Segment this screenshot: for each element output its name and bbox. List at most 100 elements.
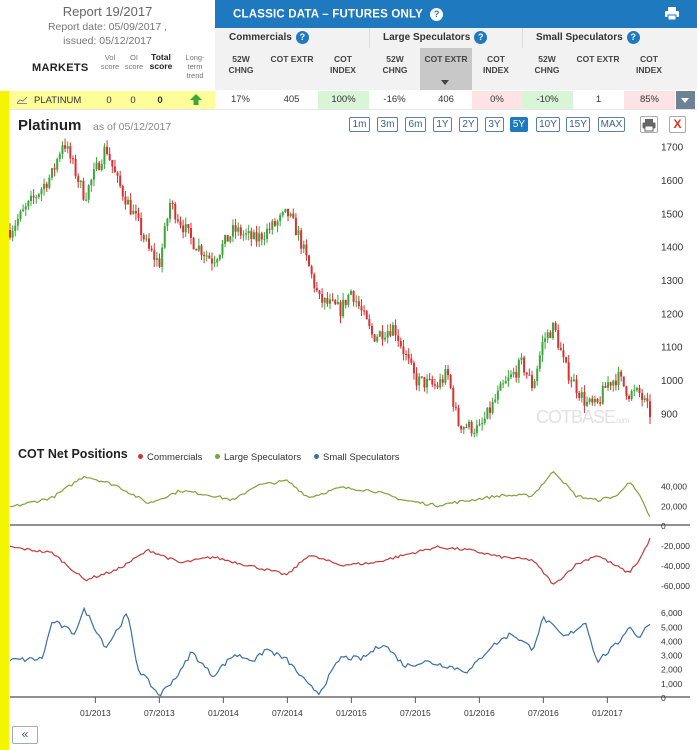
print-chart-button[interactable] — [640, 116, 658, 133]
price-candle — [58, 154, 61, 159]
price-candle — [601, 385, 604, 404]
large-spec-cot-index-header[interactable]: COT INDEX — [483, 54, 509, 75]
report-date: Report date: 05/09/2017 , — [47, 21, 168, 33]
price-candle — [273, 221, 276, 226]
x-axis-tick: 07/2013 — [144, 708, 175, 718]
price-candle — [155, 258, 158, 260]
small-spec-52w-chng-header[interactable]: 52W CHNG — [534, 54, 560, 75]
price-candle — [499, 383, 502, 391]
sub-header-row: 52W CHNG COT EXTR COT INDEX 52W CHNG COT… — [215, 48, 697, 90]
price-candle — [231, 225, 234, 237]
price-candle — [208, 255, 211, 259]
price-candle — [234, 225, 237, 232]
legend-item[interactable]: Small Speculators — [314, 452, 400, 463]
large-spec-52w-chng-header[interactable]: 52W CHNG — [382, 54, 408, 75]
price-candle — [297, 230, 300, 236]
price-candle — [100, 163, 103, 170]
commercials-52w-chng-header[interactable]: 52W CHNG — [228, 54, 254, 75]
commercials-cot-extr-header[interactable]: COT EXTR — [270, 54, 314, 64]
back-button[interactable]: « — [12, 726, 38, 744]
price-candle — [607, 382, 610, 388]
row-dropdown-button[interactable] — [676, 91, 695, 109]
help-icon[interactable]: ? — [626, 30, 640, 44]
price-candle — [82, 180, 85, 200]
price-candle — [426, 378, 429, 388]
range-3y-button[interactable]: 3Y — [485, 117, 504, 132]
cot-net-title: COT Net Positions — [18, 447, 128, 461]
price-axis-tick: 1300 — [661, 276, 684, 287]
close-chart-button[interactable]: X — [669, 116, 686, 133]
vol-score-header[interactable]: Vol score — [100, 53, 120, 71]
range-3m-button[interactable]: 3m — [377, 117, 398, 132]
market-name[interactable]: PLATINUM — [34, 95, 82, 106]
group-large-speculators: Large Speculators? — [383, 28, 488, 48]
range-max-button[interactable]: MAX — [598, 117, 625, 132]
price-candle — [523, 357, 526, 373]
price-candle — [575, 379, 578, 393]
help-icon[interactable]: ? — [474, 30, 488, 44]
price-candle — [260, 233, 263, 240]
price-candle — [473, 432, 476, 434]
price-candle — [478, 424, 481, 426]
price-candle — [318, 290, 321, 294]
help-icon[interactable]: ? — [295, 30, 309, 44]
help-icon[interactable]: ? — [430, 8, 444, 21]
range-1y-button[interactable]: 1Y — [433, 117, 452, 132]
price-candle — [633, 390, 636, 392]
commercials-cot-index-header[interactable]: COT INDEX — [330, 54, 356, 75]
price-candle — [536, 368, 539, 381]
price-candle — [263, 238, 266, 240]
price-candle — [27, 201, 30, 207]
total-score-header[interactable]: Total score — [149, 52, 173, 71]
markets-header[interactable]: MARKETS — [32, 62, 89, 74]
price-candle — [329, 299, 331, 304]
price-candle — [360, 306, 363, 311]
price-candle — [292, 213, 295, 218]
price-candle — [174, 203, 177, 220]
price-candle — [410, 358, 413, 363]
price-candle — [373, 334, 376, 342]
price-candle — [428, 378, 431, 380]
group-commercials: Commercials? — [229, 28, 309, 48]
legend-item[interactable]: Commercials — [138, 452, 202, 463]
price-candle — [148, 238, 151, 249]
small-spec-cot-index-header[interactable]: COT INDEX — [636, 54, 662, 75]
price-candle — [116, 172, 119, 176]
oi-score-header[interactable]: OI score — [124, 53, 144, 71]
price-candle — [376, 336, 379, 342]
arrow-up-icon — [190, 94, 202, 105]
sorted-column-highlight[interactable]: COT EXTR — [420, 48, 472, 90]
series-line-commercials — [9, 537, 651, 585]
range-1m-button[interactable]: 1m — [349, 117, 370, 132]
table-row[interactable] — [0, 91, 215, 109]
price-candle — [418, 376, 421, 386]
panel-axis-tick: 1,000 — [661, 679, 683, 689]
price-candle — [541, 341, 544, 356]
long-term-trend-header[interactable]: Long-term trend — [185, 53, 205, 80]
price-candle — [578, 392, 581, 398]
report-issued: issued: 05/12/2017 — [63, 35, 152, 47]
price-candle — [279, 215, 282, 222]
price-candle — [604, 385, 607, 388]
range-6m-button[interactable]: 6m — [405, 117, 426, 132]
range-15y-button[interactable]: 15Y — [566, 117, 590, 132]
price-candle — [153, 250, 156, 260]
classic-data-header: CLASSIC DATA – FUTURES ONLY ? — [215, 0, 697, 28]
price-candle — [22, 209, 25, 212]
large-spec-cot-extr-header[interactable]: COT EXTR — [424, 54, 468, 64]
price-candle — [250, 231, 253, 240]
legend-item[interactable]: Large Speculators — [215, 452, 301, 463]
print-icon[interactable] — [665, 7, 679, 20]
price-candle — [625, 386, 628, 396]
range-2y-button[interactable]: 2Y — [459, 117, 478, 132]
price-candle — [572, 379, 575, 382]
price-candle — [271, 221, 274, 230]
price-candle — [79, 180, 82, 183]
small-spec-cot-extr-header[interactable]: COT EXTR — [576, 54, 620, 64]
range-5y-button[interactable]: 5Y — [510, 117, 528, 132]
price-candle — [132, 210, 135, 215]
vol-score: 0 — [106, 95, 112, 106]
price-candle — [111, 160, 114, 167]
price-candle — [614, 380, 617, 386]
range-10y-button[interactable]: 10Y — [536, 117, 560, 132]
